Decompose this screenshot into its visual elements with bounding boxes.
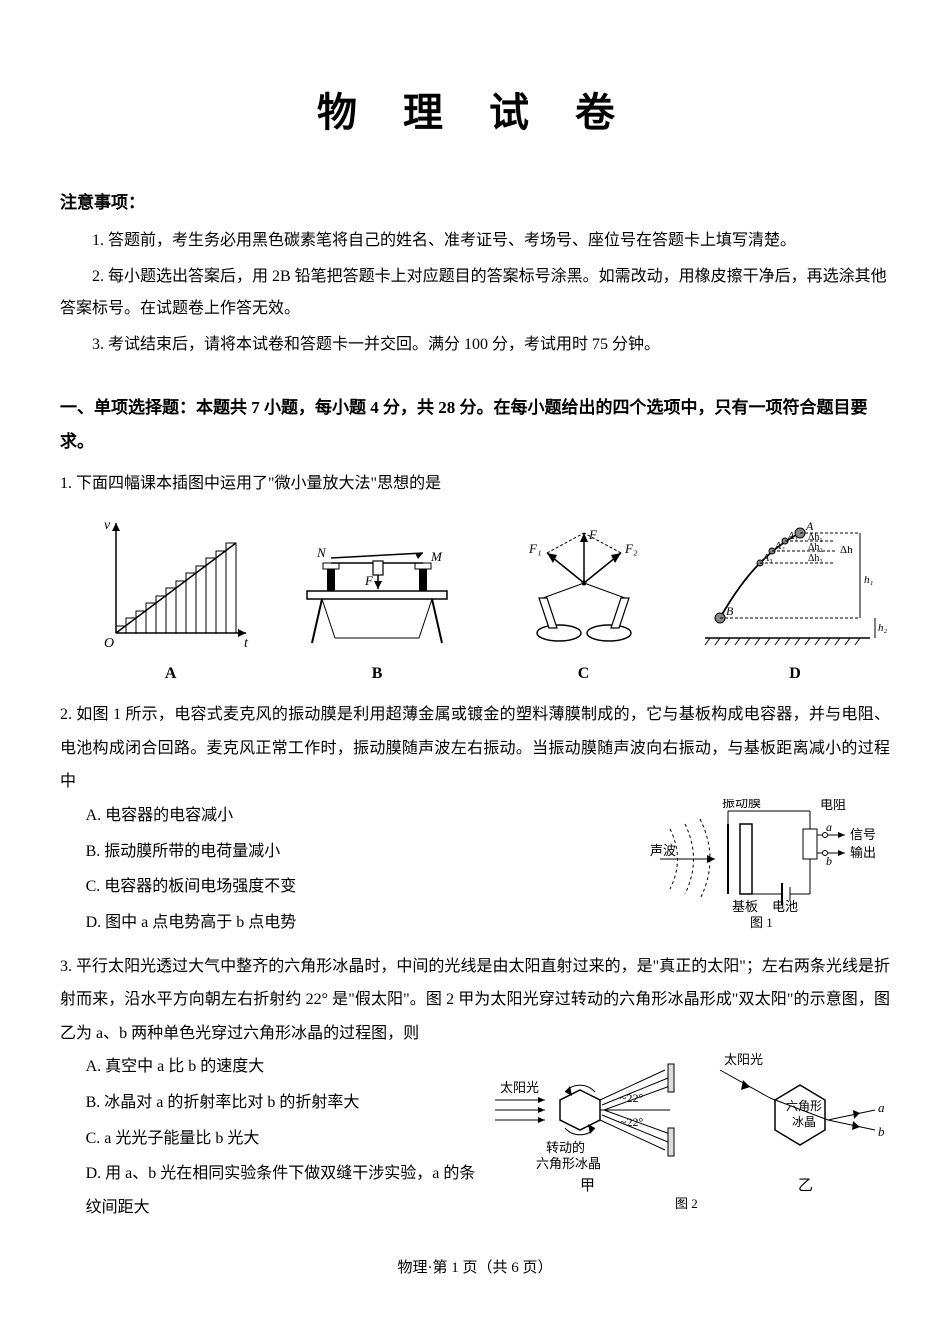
q2-opt-D: D. 图中 a 点电势高于 b 点电势 (86, 906, 640, 940)
q1-fig-D: A A₁ A₂ A₃ B Δh₁ Δh₂ Δh₃ Δh h₁ h₂ D (700, 513, 890, 691)
q3-sunlight2: 太阳光 (724, 1052, 763, 1067)
q1-figD-dh3: Δh₃ (808, 553, 823, 564)
notice-header: 注意事项： (60, 188, 890, 213)
page-title: 物 理 试 卷 (60, 80, 890, 138)
q3-rotating: 转动的 (546, 1140, 585, 1155)
q1-figD-h2: h₂ (878, 622, 888, 634)
q1-figB-svg: N M F (287, 513, 467, 653)
question-3: 3. 平行太阳光透过大气中整齐的六角形冰晶时，中间的光线是由太阳直射过来的，是"… (60, 950, 890, 1227)
q3-yi: 乙 (798, 1178, 813, 1194)
q2-lbl-base: 基板 (732, 899, 758, 914)
q1-figC-F: F (588, 527, 598, 542)
q3-angle1: ~22° (620, 1091, 643, 1105)
q1-figB-M: M (430, 549, 443, 564)
question-1: 1. 下面四幅课本插图中运用了"微小量放大法"思想的是 (60, 467, 890, 690)
notice-2: 2. 每小题选出答案后，用 2B 铅笔把答题卡上对应题目的答案标号涂黑。如需改动… (60, 261, 890, 325)
q2-caption: 图 1 (750, 915, 773, 929)
q3-figure: ~22° ~22° 太阳光 转动的 六角形冰晶 甲 (490, 1050, 890, 1223)
page-footer: 物理·第 1 页（共 6 页） (60, 1256, 890, 1277)
q1-stem: 1. 下面四幅课本插图中运用了"微小量放大法"思想的是 (60, 467, 890, 501)
q2-opt-A: A. 电容器的电容减小 (86, 799, 640, 833)
q3-hex2a: 六角形 (786, 1099, 822, 1113)
q1-figB-F: F (364, 573, 374, 588)
q2-lbl-resistor: 电阻 (820, 799, 846, 812)
q1-figA-v: v (104, 518, 111, 533)
q2-opt-B: B. 振动膜所带的电荷量减小 (86, 835, 640, 869)
q3-opt-C: C. a 光光子能量比 b 光大 (86, 1122, 480, 1156)
q2-lbl-signal1: 信号 (850, 827, 876, 842)
q1-figA-O: O (104, 636, 114, 651)
section-1-header: 一、单项选择题：本题共 7 小题，每小题 4 分，共 28 分。在每小题给出的四… (60, 391, 890, 459)
q1-label-D: D (789, 657, 801, 691)
q1-fig-C: F₁ F₂ F C (499, 513, 669, 691)
q3-a: a (878, 1100, 885, 1115)
q3-stem: 3. 平行太阳光透过大气中整齐的六角形冰晶时，中间的光线是由太阳直射过来的，是"… (60, 958, 890, 1042)
q1-figD-A2: A₂ (774, 541, 785, 552)
question-2: 2. 如图 1 所示，电容式麦克风的振动膜是利用超薄金属或镀金的塑料薄膜制成的，… (60, 698, 890, 941)
q3-sunlight1: 太阳光 (500, 1080, 539, 1095)
q1-figA-t: t (244, 636, 249, 651)
q1-label-C: C (578, 657, 590, 691)
q1-fig-B: N M F B (287, 513, 467, 691)
q2-lbl-battery: 电池 (772, 899, 798, 914)
q2-lbl-b: b (826, 854, 832, 868)
q1-fig-A: v t O A (86, 513, 256, 691)
q3-opt-D: D. 用 a、b 光在相同实验条件下做双缝干涉实验，a 的条纹间距大 (86, 1157, 480, 1224)
q2-stem: 2. 如图 1 所示，电容式麦克风的振动膜是利用超薄金属或镀金的塑料薄膜制成的，… (60, 706, 890, 790)
notice-1: 1. 答题前，考生务必用黑色碳素笔将自己的姓名、准考证号、考场号、座位号在答题卡… (60, 225, 890, 257)
q1-figD-dh2: Δh₂ (808, 542, 823, 553)
q1-figD-A: A (805, 519, 814, 533)
q1-figD-B: B (726, 604, 734, 618)
q1-figD-A1: A₁ (787, 531, 798, 542)
q2-opt-C: C. 电容器的板间电场强度不变 (86, 870, 640, 904)
notice-3: 3. 考试结束后，请将本试卷和答题卡一并交回。满分 100 分，考试用时 75 … (60, 329, 890, 361)
q3-opt-A: A. 真空中 a 比 b 的速度大 (86, 1050, 480, 1084)
q1-figC-svg: F₁ F₂ F (499, 513, 669, 653)
q3-b: b (878, 1124, 885, 1139)
q1-label-B: B (372, 657, 383, 691)
q1-figA-svg: v t O (86, 513, 256, 653)
q3-hex1: 六角形冰晶 (536, 1156, 601, 1171)
q1-figB-N: N (316, 545, 327, 560)
q3-angle2: ~22° (620, 1115, 643, 1129)
q1-figD-svg: A A₁ A₂ A₃ B Δh₁ Δh₂ Δh₃ Δh h₁ h₂ (700, 513, 890, 653)
q1-figD-h1: h₁ (864, 574, 874, 586)
q1-figD-dh: Δh (840, 544, 853, 556)
q1-label-A: A (165, 657, 177, 691)
q2-lbl-membrane: 振动膜 (722, 799, 761, 810)
q2-lbl-signal2: 输出 (850, 845, 876, 860)
q1-figC-F1: F₁ (528, 541, 541, 556)
q1-figures: v t O A (60, 513, 890, 691)
q2-lbl-sound: 声波 (650, 843, 676, 858)
q2-lbl-a: a (826, 820, 832, 834)
q2-figure: 振动膜 电阻 声波 信号 输出 基板 电池 a b 图 1 (650, 799, 890, 942)
q3-jia: 甲 (580, 1178, 595, 1194)
q3-opt-B: B. 冰晶对 a 的折射率比对 b 的折射率大 (86, 1086, 480, 1120)
q3-caption: 图 2 (675, 1196, 698, 1210)
q3-hex2b: 冰晶 (792, 1115, 816, 1129)
q1-figD-A3: A₃ (762, 553, 773, 564)
q1-figC-F2: F₂ (624, 541, 638, 556)
